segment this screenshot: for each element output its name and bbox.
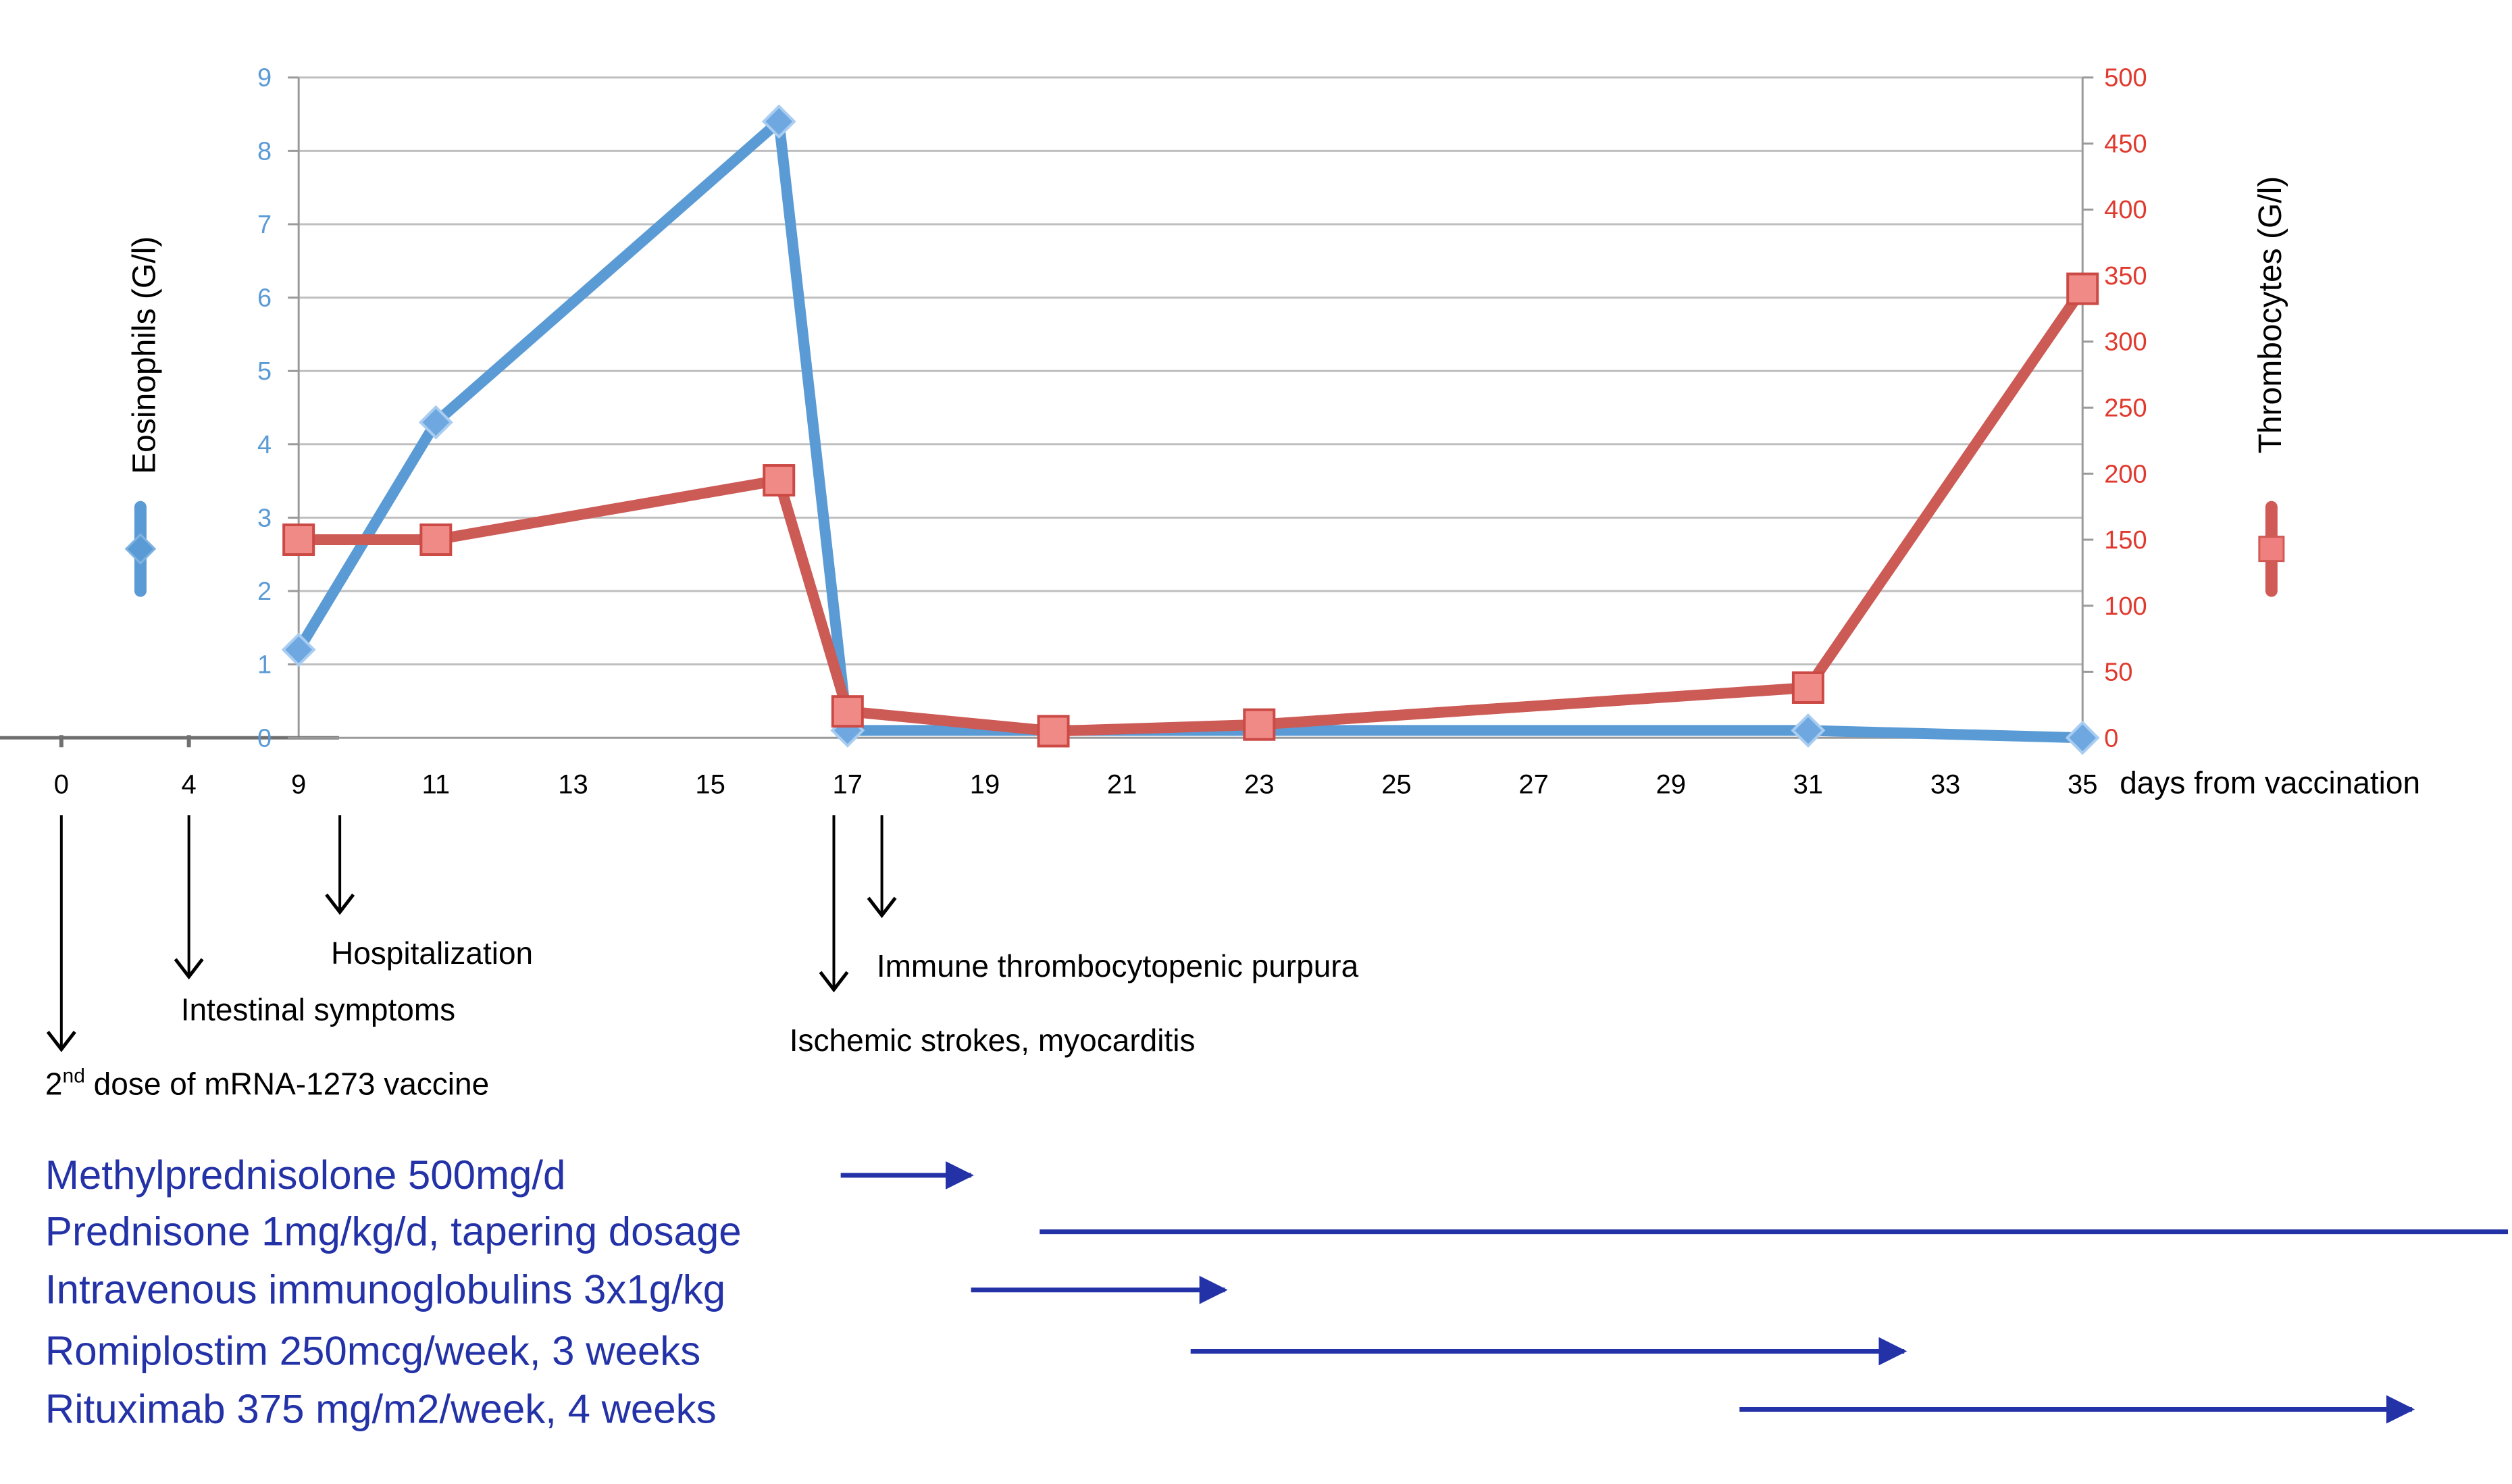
- event-label: Ischemic strokes, myocarditis: [790, 1023, 1196, 1058]
- event-arrow-head: [867, 896, 897, 919]
- x-tick-label: 23: [1244, 769, 1275, 799]
- y-right-tick-label: 400: [2104, 196, 2147, 224]
- series-point: [418, 405, 453, 440]
- x-tick-label: 13: [558, 769, 588, 799]
- y-right-tick-label: 100: [2104, 592, 2147, 621]
- series-point: [1037, 715, 1070, 748]
- y-right-tick-label: 350: [2104, 262, 2147, 290]
- x-tick-label: 15: [695, 769, 725, 799]
- series-lines: [281, 104, 2100, 755]
- event-arrow-head: [46, 1031, 76, 1052]
- x-tick-label: 11: [422, 769, 451, 799]
- y-right-tick-label: 250: [2104, 394, 2147, 423]
- x-tick-label: 27: [1518, 769, 1549, 799]
- y-right-tick-label: 450: [2104, 130, 2147, 158]
- treatment-label: Romiplostim 250mcg/week, 3 weeks: [45, 1329, 700, 1374]
- y-left-tick-label: 6: [257, 284, 272, 313]
- y-left-tick-label: 7: [257, 211, 272, 239]
- treatment-label: Prednisone 1mg/kg/d, tapering dosage: [45, 1209, 742, 1254]
- x-tick-label: 25: [1381, 769, 1412, 799]
- y-right-tick-label: 200: [2104, 460, 2147, 488]
- x-tick-label: 33: [1930, 769, 1961, 799]
- treatment-timeline: Methylprednisolone 500mg/d Prednisone 1mg…: [45, 1152, 2509, 1432]
- series-line-0: [293, 116, 2088, 744]
- series-point: [281, 632, 316, 667]
- y-left-tick-label: 2: [257, 578, 272, 606]
- x-tick-label: 31: [1793, 769, 1824, 799]
- series-point: [2066, 272, 2099, 305]
- y-right-tick-label: 50: [2104, 659, 2132, 687]
- x-tick-label: 35: [2068, 769, 2098, 799]
- event-label: 2nd dose of mRNA-1273 vaccine: [45, 1065, 489, 1101]
- y-left-tick-label: 9: [257, 64, 272, 93]
- event-arrow-head: [819, 971, 849, 993]
- x-tick-label: 19: [970, 769, 1000, 799]
- y-left-tick-label: 8: [257, 137, 272, 165]
- event-label: Hospitalization: [331, 936, 533, 971]
- y-left-tick-label: 3: [257, 504, 272, 532]
- y-right-tick-label: 0: [2104, 724, 2118, 752]
- series-line-1: [293, 283, 2088, 737]
- y-right-tick-label: 300: [2104, 328, 2147, 357]
- x-tick-label: 17: [833, 769, 863, 799]
- axes: 0123456789050100150200250300350400450500…: [0, 64, 2420, 800]
- legend-eosinophils-marker: [124, 533, 157, 565]
- y-left-tick-label: 4: [257, 431, 272, 459]
- treatment-label: Intravenous immunoglobulins 3x1g/kg: [45, 1267, 725, 1312]
- series-point: [419, 523, 453, 557]
- series-point: [1791, 671, 1824, 704]
- y-left-tick-label: 1: [257, 651, 272, 680]
- y-left-tick-label: 5: [257, 357, 272, 386]
- event-label: Immune thrombocytopenic purpura: [877, 948, 1359, 983]
- treatment-label: Methylprednisolone 500mg/d: [45, 1152, 565, 1198]
- y-left-tick-label: 0: [257, 724, 272, 752]
- x-axis-label: days from vaccination: [2120, 765, 2420, 800]
- treatment-label: Rituximab 375 mg/m2/week, 4 weeks: [45, 1387, 717, 1432]
- series-point: [282, 523, 315, 557]
- event-label: Intestinal symptoms: [181, 992, 455, 1027]
- x-tick-label: 21: [1107, 769, 1137, 799]
- series-point: [831, 695, 864, 728]
- series-point: [1791, 713, 1826, 748]
- event-annotations: 2nd dose of mRNA-1273 vaccine Intestinal …: [45, 815, 1359, 1101]
- event-arrow-head: [174, 958, 204, 980]
- y-right-tick-label: 150: [2104, 526, 2147, 555]
- series-point: [763, 464, 796, 497]
- x-tick-label: 9: [291, 769, 306, 799]
- series-point: [1243, 708, 1276, 741]
- legend-thrombocytes-marker: [2258, 536, 2285, 563]
- series-point: [761, 104, 796, 139]
- x-tick-label: 29: [1656, 769, 1687, 799]
- x-tick-label: 0: [54, 769, 69, 799]
- x-tick-label: 4: [182, 769, 197, 799]
- event-arrow-head: [325, 893, 355, 915]
- y-right-axis-title: Thrombocytes (G/l): [2253, 176, 2288, 454]
- y-right-tick-label: 500: [2104, 64, 2147, 93]
- y-left-axis-title: Eosinophils (G/l): [126, 236, 162, 474]
- series-point: [2065, 720, 2100, 755]
- grid-lines: [299, 76, 2083, 666]
